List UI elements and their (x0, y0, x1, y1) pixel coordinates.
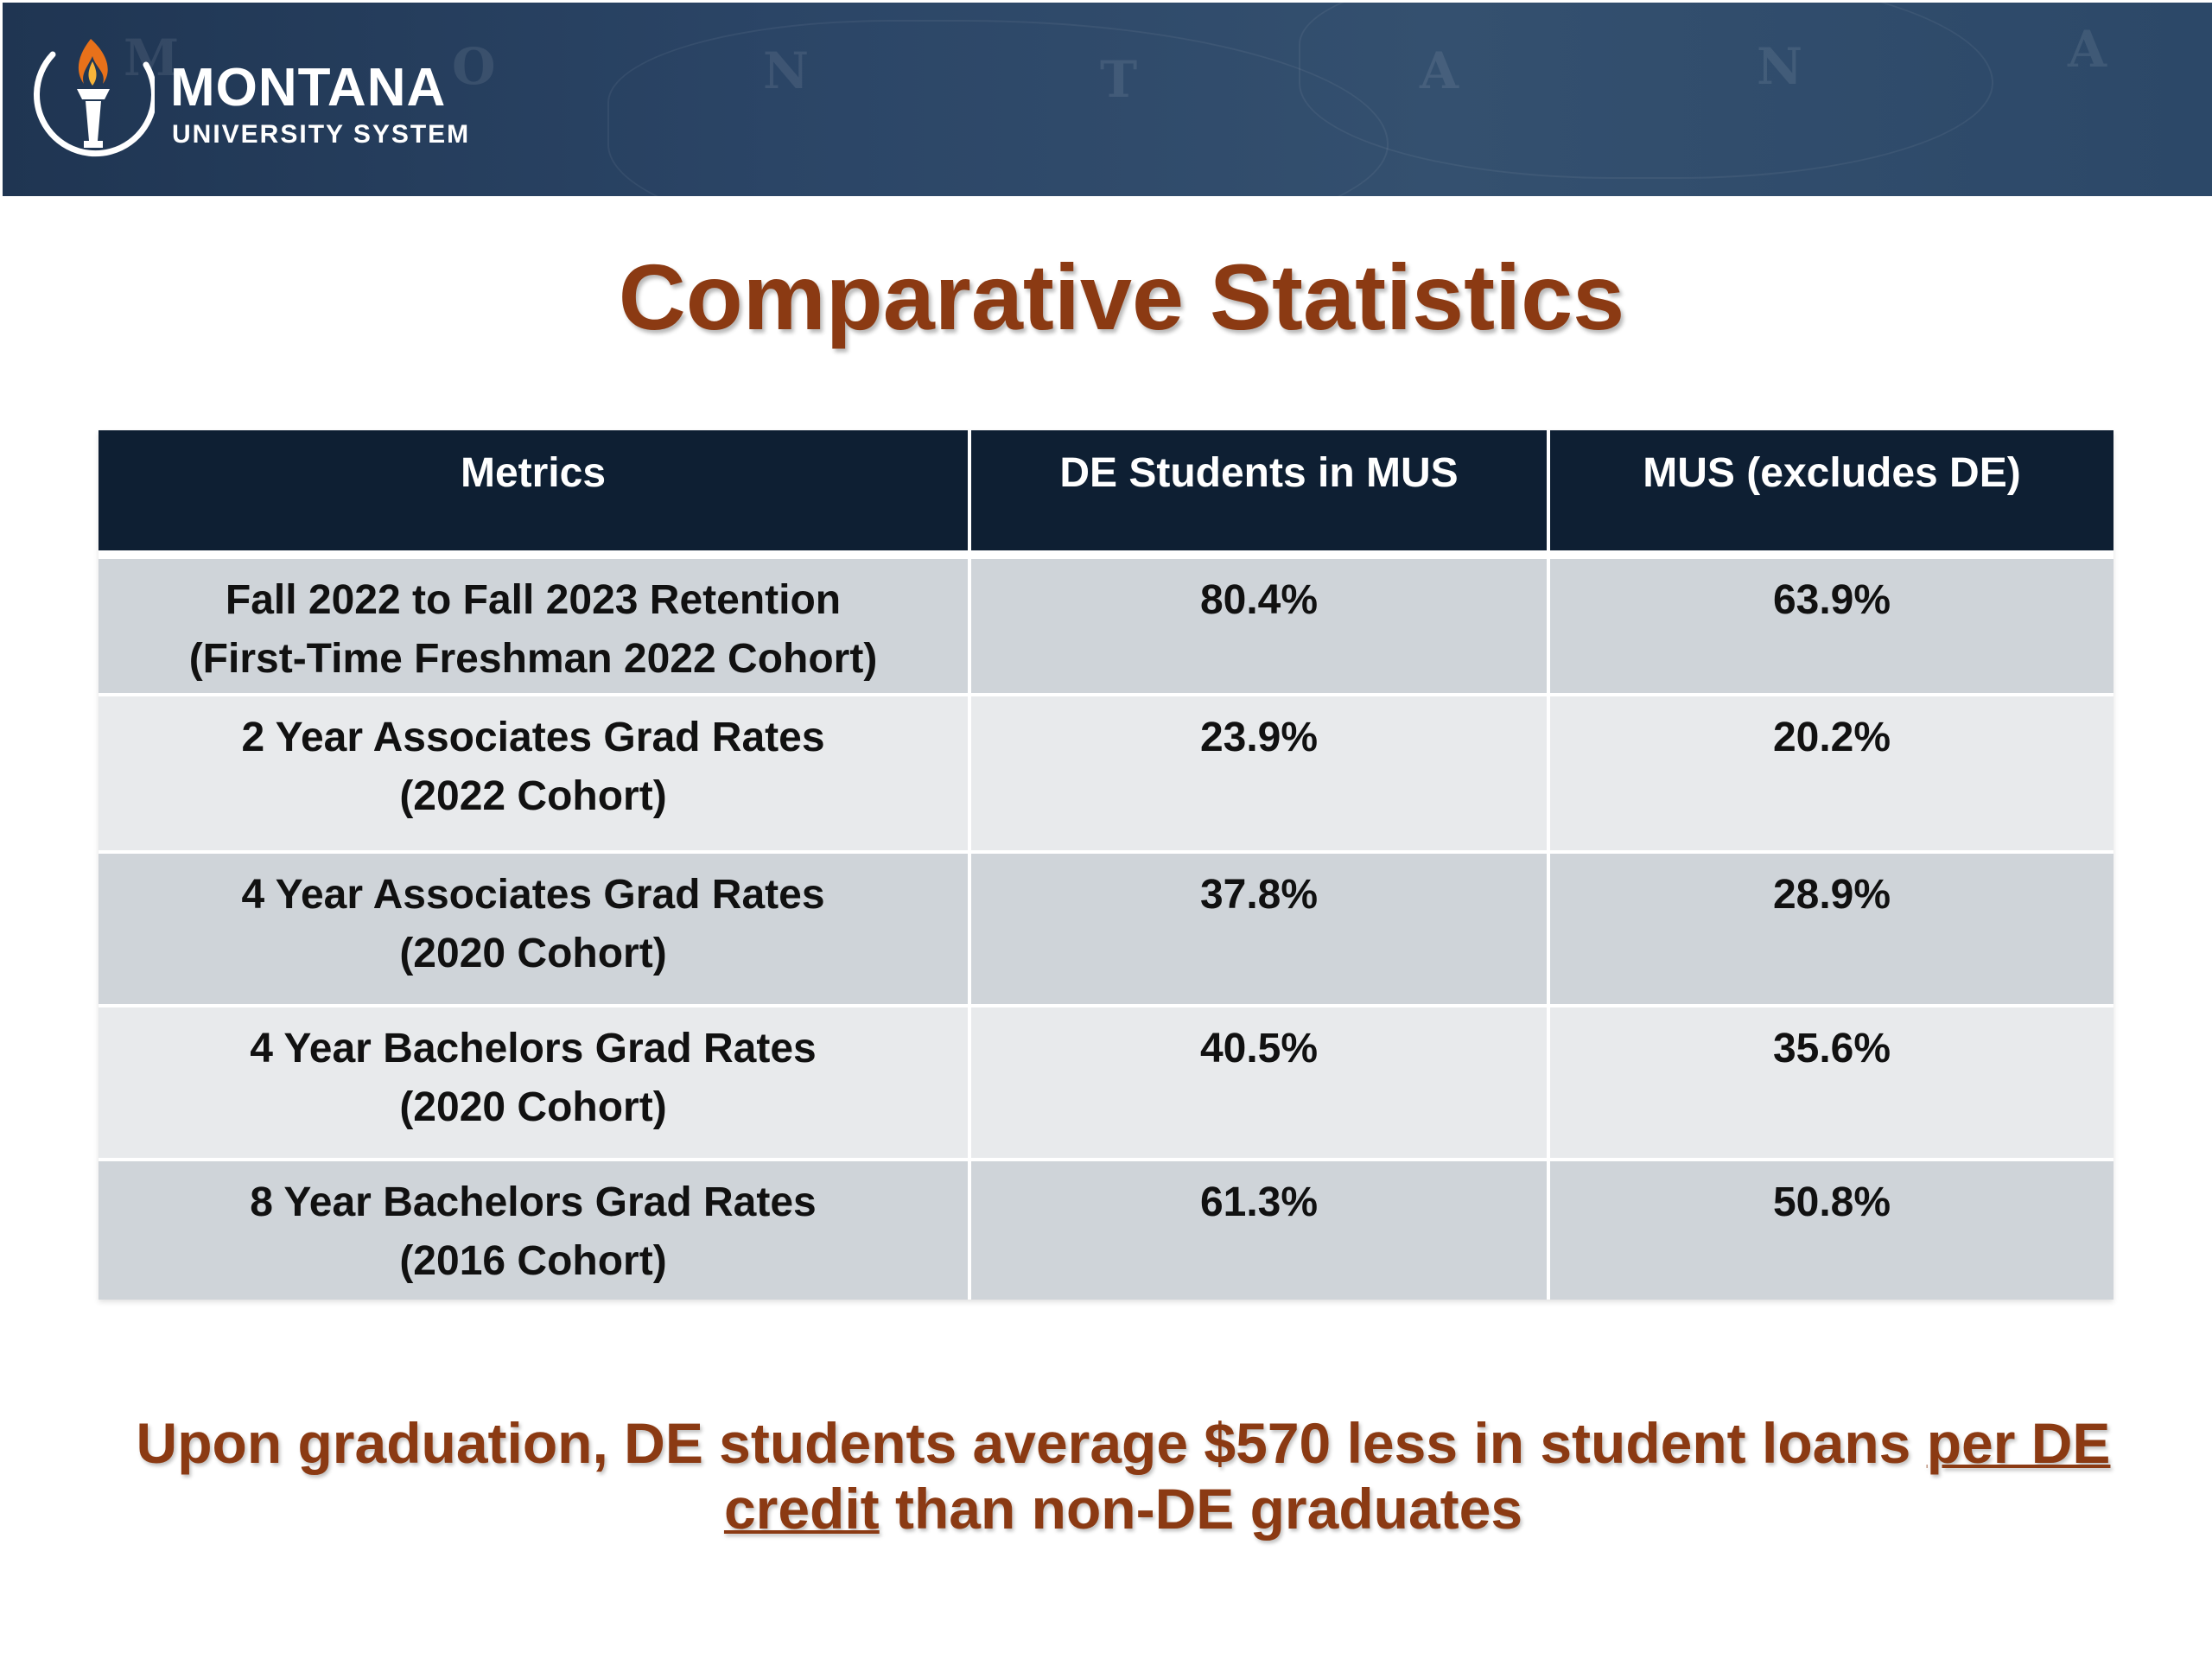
footnote-text-end: than non-DE graduates (879, 1477, 1523, 1541)
metric-label: 4 Year Bachelors Grad Rates (250, 1026, 817, 1071)
metric-cohort: (2022 Cohort) (399, 773, 667, 819)
table-row: 8 Year Bachelors Grad Rates (2016 Cohort… (99, 1158, 2113, 1300)
map-watermark: O (452, 37, 496, 96)
metric-cell: 8 Year Bachelors Grad Rates (2016 Cohort… (99, 1158, 969, 1300)
metric-cohort: (2020 Cohort) (399, 931, 667, 976)
metric-label: 8 Year Bachelors Grad Rates (250, 1179, 817, 1225)
footnote-underlined-text: per DE credit (723, 1411, 2111, 1541)
mus-value-cell: 20.2% (1547, 693, 2113, 852)
table-row: 4 Year Bachelors Grad Rates (2020 Cohort… (99, 1004, 2113, 1160)
header-banner: M O N T A N A MONTANA UNIVERSITY SYSTEM (3, 3, 2212, 196)
student-loans-footnote: Upon graduation, DE students average $57… (52, 1410, 2195, 1541)
de-value-cell: 61.3% (968, 1158, 1548, 1300)
mus-value-cell: 50.8% (1547, 1158, 2113, 1300)
de-value-cell: 23.9% (968, 693, 1548, 852)
mus-value-cell: 63.9% (1547, 553, 2113, 695)
logo-title: MONTANA (170, 58, 447, 118)
metric-label: 2 Year Associates Grad Rates (241, 715, 825, 760)
table-row: 4 Year Associates Grad Rates (2020 Cohor… (99, 850, 2113, 1006)
footnote-text: Upon graduation, DE students average $57… (136, 1411, 1927, 1475)
metric-cell: 4 Year Associates Grad Rates (2020 Cohor… (99, 850, 969, 1006)
metric-cell: Fall 2022 to Fall 2023 Retention (First-… (99, 553, 969, 695)
comparative-statistics-table: Metrics DE Students in MUS MUS (excludes… (99, 430, 2113, 1300)
metric-label: 4 Year Associates Grad Rates (241, 872, 825, 918)
metric-cohort: (2020 Cohort) (399, 1084, 667, 1130)
page-title: Comparative Statistics (618, 245, 1625, 349)
metric-cohort: (2016 Cohort) (399, 1238, 667, 1284)
table-row: 2 Year Associates Grad Rates (2022 Cohor… (99, 693, 2113, 852)
logo-subtitle: UNIVERSITY SYSTEM (172, 120, 471, 149)
mus-logo[interactable]: MONTANA UNIVERSITY SYSTEM (23, 30, 507, 177)
map-watermark: A (2068, 20, 2107, 79)
torch-emblem-icon (34, 39, 155, 157)
metric-cohort: (First-Time Freshman 2022 Cohort) (188, 636, 878, 682)
mus-value-cell: 28.9% (1547, 850, 2113, 1006)
de-value-cell: 37.8% (968, 850, 1548, 1006)
column-header-mus: MUS (excludes DE) (1547, 430, 2113, 559)
de-value-cell: 40.5% (968, 1004, 1548, 1160)
table-row: Fall 2022 to Fall 2023 Retention (First-… (99, 553, 2113, 695)
metric-label: Fall 2022 to Fall 2023 Retention (225, 577, 842, 623)
table-header-row: Metrics DE Students in MUS MUS (excludes… (99, 430, 2113, 559)
column-header-de-students: DE Students in MUS (968, 430, 1548, 559)
mus-value-cell: 35.6% (1547, 1004, 2113, 1160)
map-outline (607, 20, 1389, 196)
map-outline (1299, 3, 1993, 179)
metric-cell: 4 Year Bachelors Grad Rates (2020 Cohort… (99, 1004, 969, 1160)
de-value-cell: 80.4% (968, 553, 1548, 695)
metric-cell: 2 Year Associates Grad Rates (2022 Cohor… (99, 693, 969, 852)
column-header-metrics: Metrics (99, 430, 969, 559)
